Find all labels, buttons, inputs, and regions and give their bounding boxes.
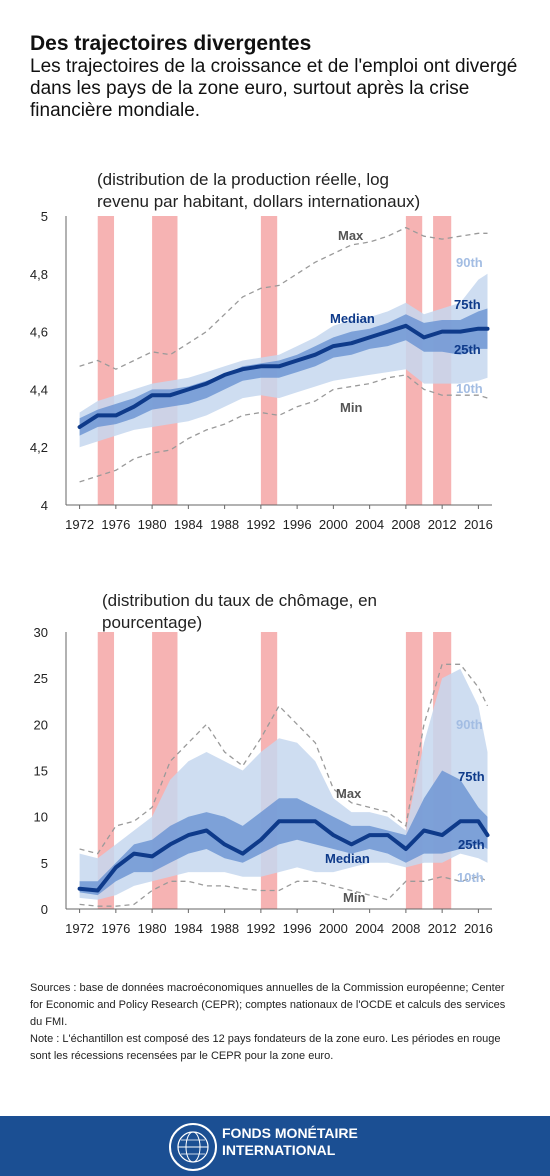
y-tick-label: 25 [34, 671, 48, 686]
median-line [77, 819, 490, 893]
series-label-p25: 25th [454, 342, 481, 357]
note-text: Note : L'échantillon est composé des 12 … [30, 1033, 501, 1062]
x-tick-label: 1984 [174, 517, 203, 532]
sources-note: Sources : base de données macroéconomiqu… [30, 980, 520, 1065]
x-tick-label: 2004 [355, 517, 384, 532]
chart-title-line-1: (distribution de la production réelle, l… [97, 170, 389, 189]
series-label-max: Max [338, 228, 364, 243]
x-tick-label: 2016 [464, 517, 493, 532]
x-tick-label: 1992 [246, 921, 275, 936]
sources-text: Sources : base de données macroéconomiqu… [30, 982, 506, 1028]
organization-name-line-2: INTERNATIONAL [222, 1142, 336, 1158]
max-line [79, 663, 489, 855]
gdp-distribution-chart: (distribution de la production réelle, l… [30, 170, 493, 532]
y-tick-label: 4,2 [30, 440, 48, 455]
x-tick-label: 2004 [355, 921, 384, 936]
y-tick-label: 20 [34, 717, 48, 732]
imf-seal-icon [169, 1123, 217, 1171]
header: Des trajectoires divergentes Les traject… [30, 32, 535, 122]
series-label-p75: 75th [458, 769, 485, 784]
band-25th-75th [79, 770, 488, 896]
y-tick-label: 4,6 [30, 325, 48, 340]
series-label-p90: 90th [456, 717, 483, 732]
chart-title-line-2: revenu par habitant, dollars internation… [97, 192, 420, 211]
x-tick-label: 2000 [319, 921, 348, 936]
x-tick-label: 1996 [283, 517, 312, 532]
x-tick-label: 2016 [464, 921, 493, 936]
x-tick-label: 1976 [101, 517, 130, 532]
y-tick-label: 10 [34, 810, 48, 825]
series-label-p90: 90th [456, 255, 483, 270]
series-label-p25: 25th [458, 837, 485, 852]
organization-name: FONDS MONÉTAIRE INTERNATIONAL [222, 1125, 358, 1159]
x-tick-label: 1992 [246, 517, 275, 532]
series-label-p10: 10th [457, 870, 484, 885]
y-tick-label: 15 [34, 764, 48, 779]
min-line [79, 374, 488, 483]
recession-bar [97, 216, 115, 505]
page-title: Des trajectoires divergentes [30, 32, 312, 55]
footer: FONDS MONÉTAIRE INTERNATIONAL [0, 1116, 550, 1176]
band-25th-75th [79, 308, 488, 436]
recession-bar [152, 216, 178, 505]
x-tick-label: 1972 [65, 921, 94, 936]
min-line [79, 876, 488, 907]
y-tick-label: 30 [34, 625, 48, 640]
y-tick-label: 4,8 [30, 267, 48, 282]
series-label-min: Min [343, 890, 365, 905]
chart-title-line-2: pourcentage) [102, 613, 202, 632]
organization-name-line-1: FONDS MONÉTAIRE [222, 1125, 358, 1141]
x-tick-label: 2008 [391, 921, 420, 936]
median-line [77, 323, 490, 429]
y-tick-label: 4,4 [30, 382, 48, 397]
y-tick-label: 5 [41, 209, 48, 224]
recession-bar [97, 632, 115, 909]
x-tick-label: 1988 [210, 921, 239, 936]
series-label-max: Max [336, 786, 362, 801]
x-tick-label: 2000 [319, 517, 348, 532]
series-label-p75: 75th [454, 297, 481, 312]
chart-title-line-1: (distribution du taux de chômage, en [102, 591, 377, 610]
series-label-min: Min [340, 400, 362, 415]
page-subtitle: Les trajectoires de la croissance et de … [30, 56, 518, 121]
series-label-median: Median [330, 311, 375, 326]
x-tick-label: 2008 [391, 517, 420, 532]
x-tick-label: 1984 [174, 921, 203, 936]
x-tick-label: 2012 [428, 921, 457, 936]
x-tick-label: 1972 [65, 517, 94, 532]
y-tick-label: 5 [41, 856, 48, 871]
x-tick-label: 1976 [101, 921, 130, 936]
series-label-median: Median [325, 851, 370, 866]
y-tick-label: 4 [41, 498, 48, 513]
unemployment-distribution-chart: (distribution du taux de chômage, en pou… [34, 591, 493, 936]
x-tick-label: 1988 [210, 517, 239, 532]
x-tick-label: 1980 [138, 517, 167, 532]
series-label-p10: 10th [456, 381, 483, 396]
x-tick-label: 2012 [428, 517, 457, 532]
y-tick-label: 0 [41, 902, 48, 917]
x-tick-label: 1996 [283, 921, 312, 936]
x-tick-label: 1980 [138, 921, 167, 936]
max-line [79, 226, 488, 370]
